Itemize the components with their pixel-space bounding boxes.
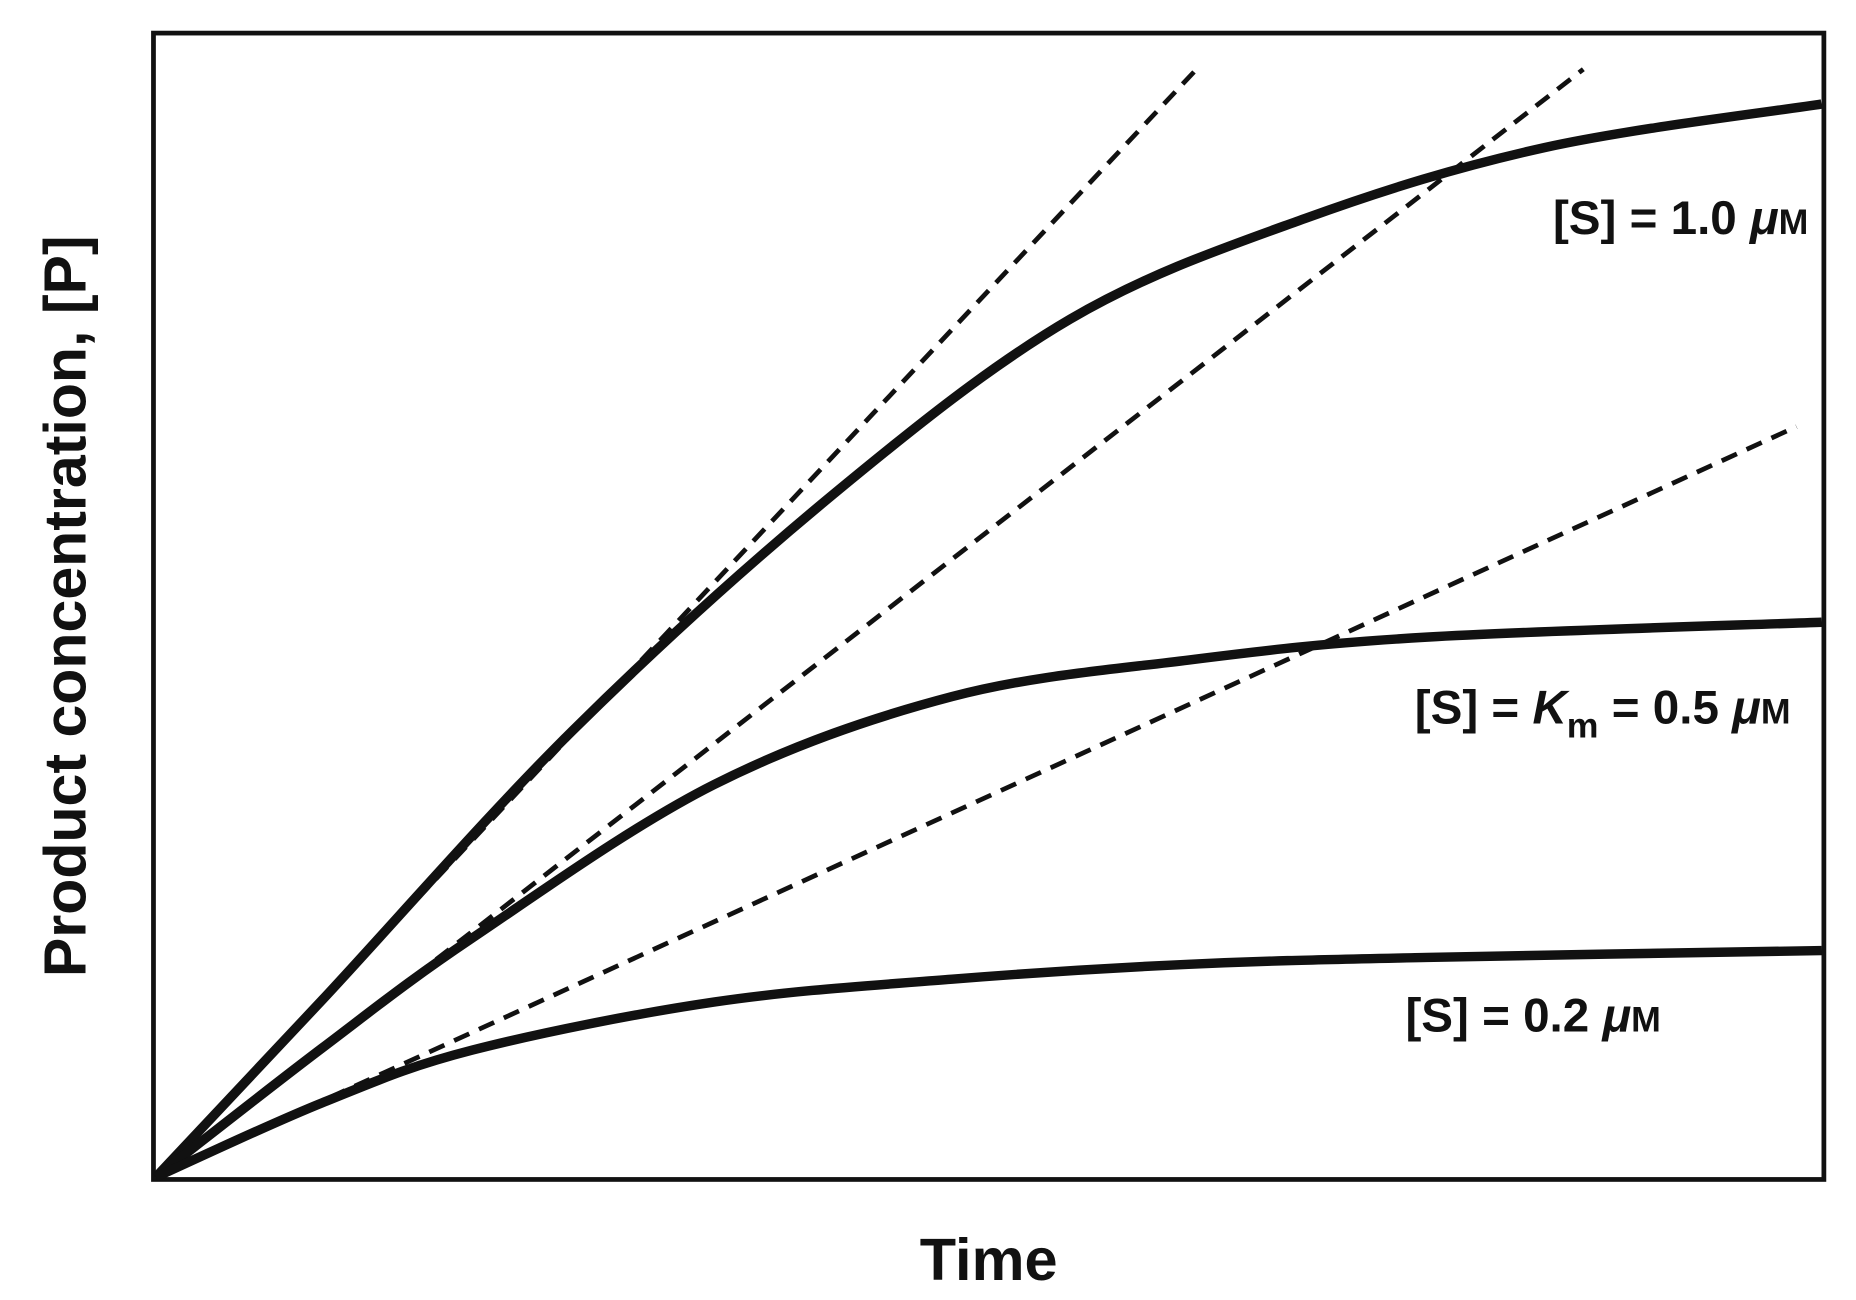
series-label-1: [S] = 1.0 μM [1553, 192, 1808, 245]
curve-series-1 [152, 99, 1823, 1181]
plot-frame [151, 30, 1827, 1182]
curve-series-2 [152, 617, 1822, 1181]
curves [152, 99, 1823, 1182]
curve-series-3 [153, 945, 1822, 1182]
series-label-2: [S] = Km = 0.5 μM [1415, 681, 1791, 745]
tangent-line-series-3 [154, 424, 1798, 1180]
y-axis-title: Product concentration, [P] [31, 235, 98, 977]
series-label-3: [S] = 0.2 μM [1405, 990, 1660, 1043]
x-axis-title: Time [920, 1226, 1058, 1293]
